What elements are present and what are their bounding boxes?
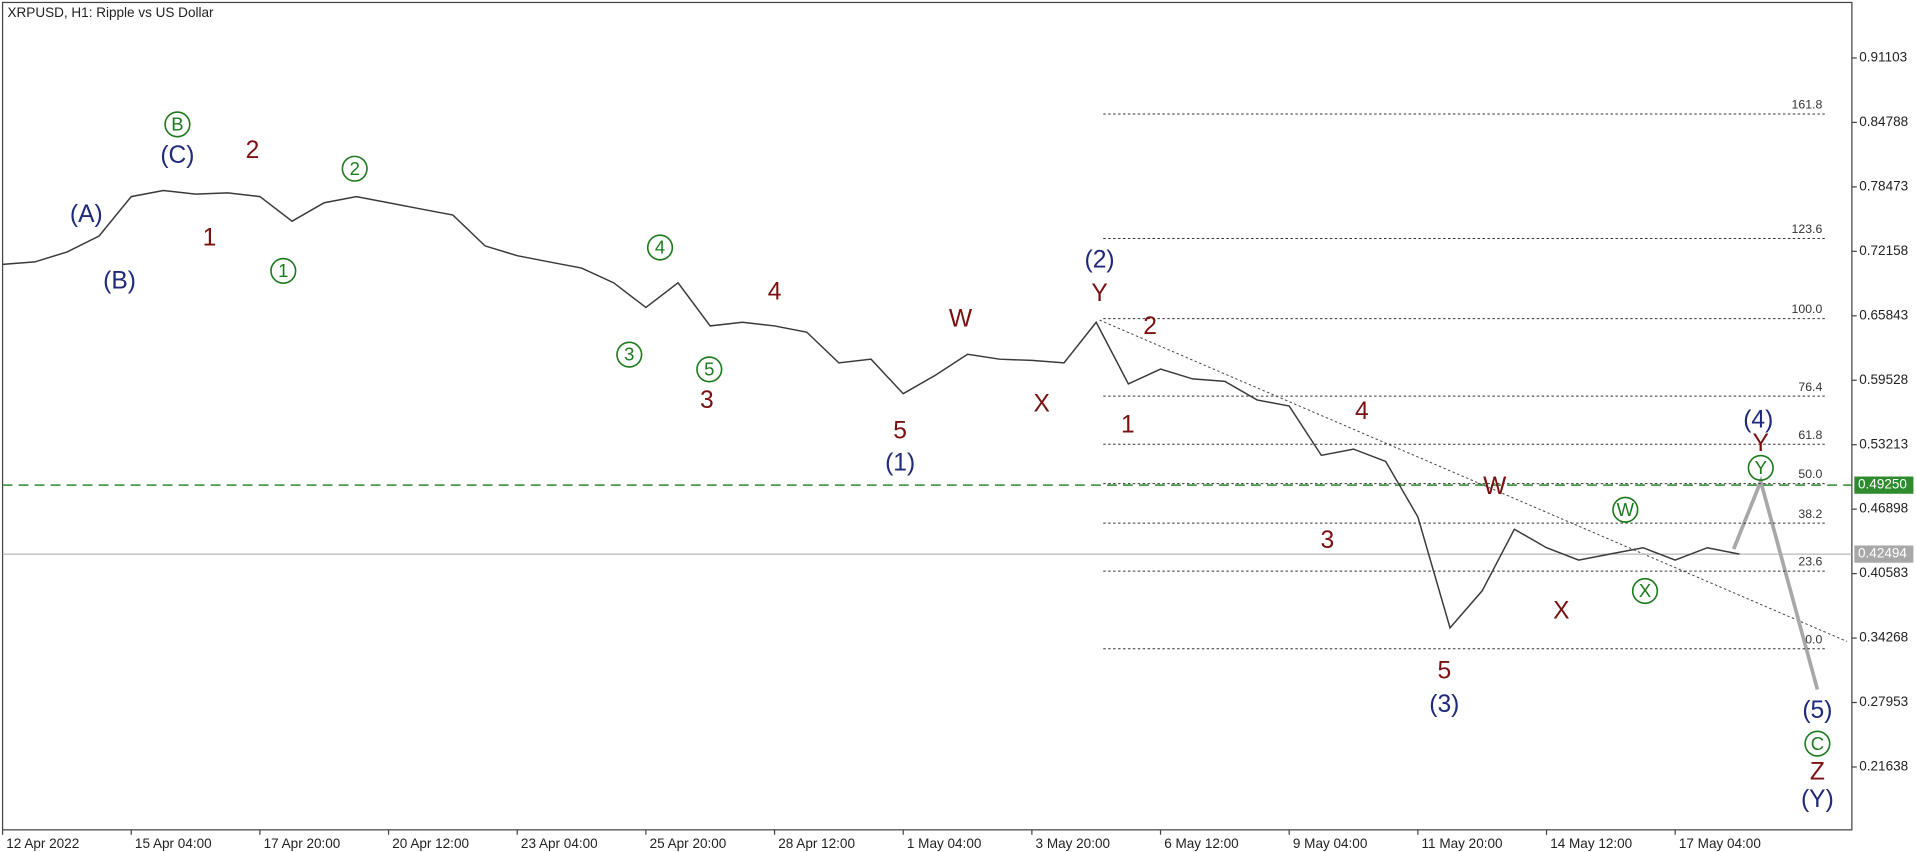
wave-label: 2 — [1143, 313, 1157, 340]
wave-label: 1 — [203, 224, 217, 251]
wave-circle — [696, 356, 723, 383]
wave-label: (C) — [160, 142, 194, 169]
wave-label: 3 — [624, 344, 634, 365]
x-tick-label: 15 Apr 04:00 — [135, 836, 212, 851]
fib-label: 38.2 — [1798, 507, 1822, 521]
wave-label: B — [171, 113, 183, 134]
y-tick-label: 0.59528 — [1859, 372, 1908, 387]
wave-label: (4) — [1743, 407, 1773, 434]
fib-label: 76.4 — [1798, 380, 1822, 394]
x-tick-label: 11 May 20:00 — [1422, 836, 1503, 851]
wave-label: Z — [1810, 759, 1825, 786]
wave-label: 2 — [246, 137, 260, 164]
y-tick-label: 0.40583 — [1859, 565, 1908, 580]
wave-label: 4 — [1355, 398, 1369, 425]
price-label-box — [1854, 476, 1914, 494]
x-tick-label: 17 May 04:00 — [1679, 836, 1761, 851]
x-tick-label: 28 Apr 12:00 — [778, 836, 855, 851]
x-tick-label: 12 Apr 2022 — [6, 836, 79, 851]
wave-label: (5) — [1802, 697, 1832, 724]
wave-label: 1 — [1121, 412, 1135, 439]
wave-label: 5 — [893, 418, 907, 445]
fib-label: 123.6 — [1792, 222, 1823, 236]
y-tick-label: 0.34268 — [1859, 630, 1908, 645]
y-tick-label: 0.72158 — [1859, 243, 1908, 258]
wave-label: (B) — [103, 267, 136, 294]
fib-label: 161.8 — [1792, 98, 1823, 112]
plot-frame — [1, 1, 1853, 831]
y-tick-label: 0.78473 — [1859, 178, 1908, 193]
x-tick-label: 9 May 04:00 — [1293, 836, 1367, 851]
wave-label: (A) — [70, 201, 103, 228]
wave-label: 4 — [768, 279, 782, 306]
y-tick-label: 0.65843 — [1859, 307, 1908, 322]
wave-label: 1 — [278, 260, 288, 281]
x-tick-label: 20 Apr 12:00 — [392, 836, 469, 851]
wave-label: C — [1811, 733, 1824, 754]
x-tick-label: 1 May 04:00 — [907, 836, 981, 851]
x-tick-label: 17 Apr 20:00 — [264, 836, 341, 851]
fib-label: 0.0 — [1805, 632, 1822, 646]
wave-label: X — [1639, 580, 1651, 601]
wave-label: 5 — [704, 358, 714, 379]
y-tick-label: 0.21638 — [1859, 759, 1908, 774]
wave-label: 5 — [1437, 658, 1451, 685]
wave-circle — [164, 111, 191, 138]
wave-label: (2) — [1085, 247, 1115, 274]
x-tick-label: 23 Apr 04:00 — [521, 836, 598, 851]
wave-circle — [1631, 577, 1659, 605]
wave-circle — [1804, 730, 1831, 757]
wave-label: Y — [1755, 457, 1767, 478]
y-tick-label: 0.91103 — [1859, 50, 1907, 65]
wave-label: W — [1483, 473, 1507, 500]
y-tick-label: 0.53213 — [1859, 436, 1908, 451]
wave-label: (Y) — [1801, 786, 1834, 813]
wave-label: 4 — [655, 237, 665, 258]
x-tick-label: 25 Apr 20:00 — [650, 836, 727, 851]
wave-circle — [1747, 454, 1774, 481]
wave-circle — [616, 341, 643, 368]
wave-circle — [646, 234, 674, 261]
y-tick-label: 0.27953 — [1859, 694, 1908, 709]
x-tick-label: 14 May 12:00 — [1550, 836, 1632, 851]
x-tick-label: 6 May 12:00 — [1164, 836, 1238, 851]
wave-circle — [1612, 496, 1639, 523]
chart-title: XRPUSD, H1: Ripple vs US Dollar — [8, 5, 215, 20]
fib-label: 61.8 — [1798, 428, 1822, 442]
wave-label: Y — [1091, 280, 1107, 307]
wave-label: W — [1617, 499, 1635, 520]
price-label-box — [1854, 545, 1914, 563]
wave-circle — [341, 155, 368, 182]
fib-label: 50.0 — [1798, 467, 1822, 481]
wave-label: (1) — [885, 450, 915, 477]
y-tick-label: 0.84788 — [1859, 114, 1908, 129]
fib-label: 23.6 — [1798, 555, 1822, 569]
wave-label: (3) — [1429, 691, 1459, 718]
forecast-path — [1731, 475, 1820, 690]
wave-label: Y — [1753, 430, 1769, 457]
price-label: 0.49250 — [1858, 477, 1907, 492]
wave-circle — [270, 257, 297, 284]
wave-label: 2 — [350, 158, 360, 179]
wave-label: 3 — [700, 387, 714, 414]
y-tick-label: 0.46898 — [1859, 501, 1908, 516]
wave-label: X — [1034, 391, 1050, 418]
x-tick-label: 3 May 20:00 — [1036, 836, 1110, 851]
wave-label: 3 — [1321, 527, 1335, 554]
wave-label: X — [1553, 597, 1569, 624]
price-label: 0.42494 — [1858, 546, 1907, 561]
fib-label: 100.0 — [1792, 302, 1823, 316]
price-line-series — [2, 189, 1740, 630]
wave-label: W — [949, 306, 973, 333]
